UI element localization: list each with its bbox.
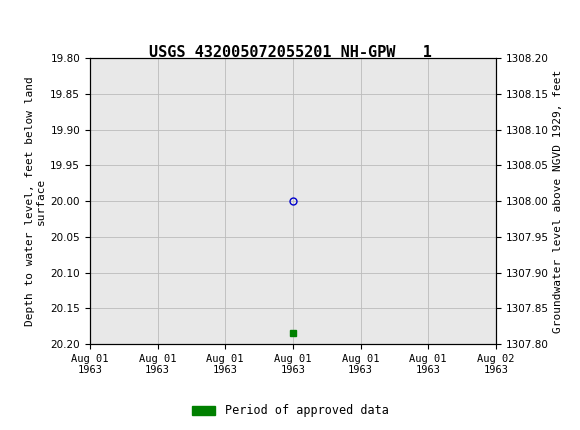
- Y-axis label: Groundwater level above NGVD 1929, feet: Groundwater level above NGVD 1929, feet: [553, 69, 563, 333]
- Text: USGS 432005072055201 NH-GPW   1: USGS 432005072055201 NH-GPW 1: [148, 45, 432, 60]
- Text: USGS: USGS: [38, 12, 85, 27]
- Y-axis label: Depth to water level, feet below land
surface: Depth to water level, feet below land su…: [24, 76, 46, 326]
- Legend: Period of approved data: Period of approved data: [187, 399, 393, 422]
